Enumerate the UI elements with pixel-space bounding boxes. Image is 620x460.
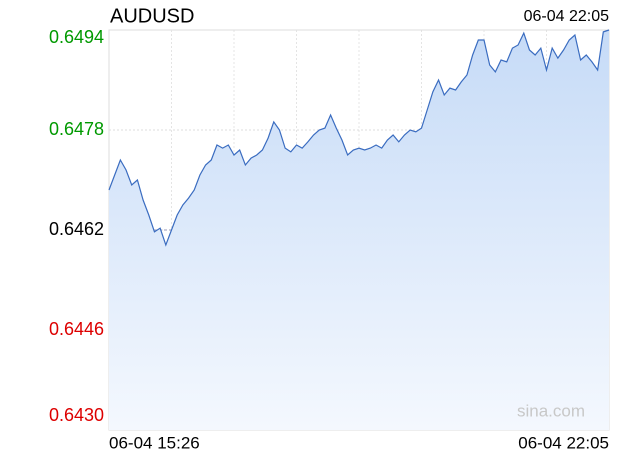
- x-tick-label: 06-04 15:26: [109, 433, 200, 452]
- y-tick-label: 0.6446: [49, 319, 104, 339]
- area: [109, 30, 609, 430]
- y-tick-label: 0.6430: [49, 405, 104, 425]
- timestamp: 06-04 22:05: [524, 8, 610, 25]
- y-tick-label: 0.6478: [49, 119, 104, 139]
- chart-title: AUDUSD: [110, 5, 194, 27]
- y-tick-label: 0.6494: [49, 27, 104, 47]
- watermark: sina.com: [517, 401, 585, 420]
- x-tick-label: 06-04 22:05: [518, 433, 609, 452]
- price-line: [108, 29, 610, 247]
- y-tick-label: 0.6462: [49, 219, 104, 239]
